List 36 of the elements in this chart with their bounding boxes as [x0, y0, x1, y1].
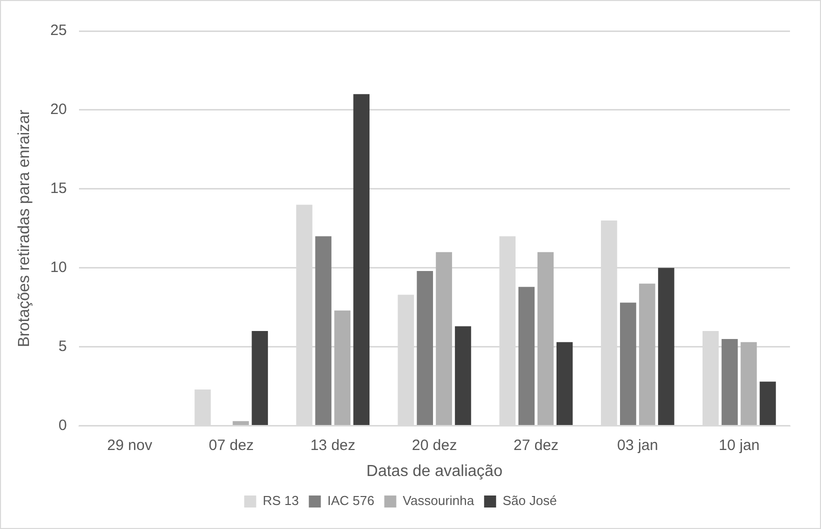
bar	[252, 331, 268, 426]
x-axis-title: Datas de avaliação	[366, 462, 503, 480]
y-tick-label: 15	[50, 180, 67, 198]
bar	[334, 310, 350, 426]
bar	[416, 271, 434, 426]
y-tick-label: 20	[50, 101, 67, 118]
bar	[353, 94, 370, 426]
legend-label: IAC 576	[327, 493, 374, 508]
bar	[232, 421, 249, 426]
y-axis-title: Brotações retiradas para enraizar	[16, 109, 34, 348]
bar	[315, 236, 332, 426]
bar	[639, 284, 656, 426]
bar	[722, 338, 738, 426]
x-tick-label: 20 dez	[412, 436, 457, 454]
legend-label: RS 13	[262, 493, 299, 508]
x-tick-label: 10 jan	[718, 436, 760, 454]
x-tick-label: 13 dez	[310, 436, 356, 454]
bar	[740, 342, 757, 426]
bar	[556, 342, 573, 426]
bar	[454, 326, 472, 426]
bar	[620, 302, 636, 426]
y-tick-label: 10	[50, 259, 67, 276]
bar	[537, 252, 554, 426]
bar	[436, 252, 452, 426]
x-tick-label: 03 jan	[617, 436, 658, 454]
y-tick-label: 5	[58, 338, 67, 355]
y-tick-label: 0	[58, 416, 67, 434]
bar	[518, 286, 535, 426]
x-tick-label: 07 dez	[208, 436, 254, 454]
y-tick-label: 25	[50, 22, 67, 40]
x-tick-label: 27 dez	[514, 436, 559, 454]
legend-label: Vassourinha	[402, 493, 475, 508]
x-tick-label: 29 nov	[107, 436, 153, 454]
bar	[760, 382, 776, 426]
bar	[658, 268, 674, 426]
legend-label: São José	[502, 493, 557, 508]
